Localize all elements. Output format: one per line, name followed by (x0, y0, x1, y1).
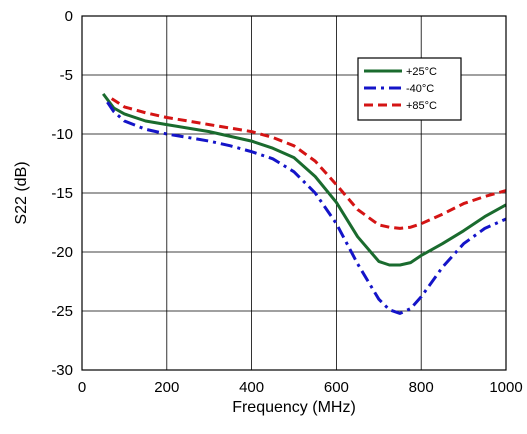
x-tick-label: 1000 (489, 379, 522, 396)
series-line-2 (110, 97, 507, 230)
y-tick-labels: 0 -5 -10 -15 -20 -25 -30 (51, 8, 73, 379)
series-lines (102, 92, 507, 315)
x-tick-labels: 0 200 400 600 800 1000 (78, 379, 523, 396)
legend-label: -40°C (406, 83, 434, 95)
y-tick-label: -10 (51, 126, 73, 143)
y-tick-label: -20 (51, 244, 73, 261)
legend-label: +85°C (406, 100, 437, 112)
x-tick-label: 200 (154, 379, 179, 396)
series-line-0 (102, 92, 507, 267)
legend: +25°C -40°C +85°C (357, 57, 462, 121)
y-tick-label: -5 (60, 67, 73, 84)
y-tick-label: 0 (65, 8, 73, 25)
x-tick-label: 800 (409, 379, 434, 396)
y-tick-label: -15 (51, 185, 73, 202)
plot-frame (81, 15, 507, 371)
y-tick-label: -30 (51, 362, 73, 379)
y-tick-label: -25 (51, 303, 73, 320)
x-tick-label: 600 (324, 379, 349, 396)
x-tick-label: 400 (239, 379, 264, 396)
x-axis-label: Frequency (MHz) (232, 399, 356, 416)
series-line-1 (106, 101, 507, 315)
x-tick-label: 0 (78, 379, 86, 396)
legend-label: +25°C (406, 66, 437, 78)
y-axis-label: S22 (dB) (13, 161, 30, 224)
